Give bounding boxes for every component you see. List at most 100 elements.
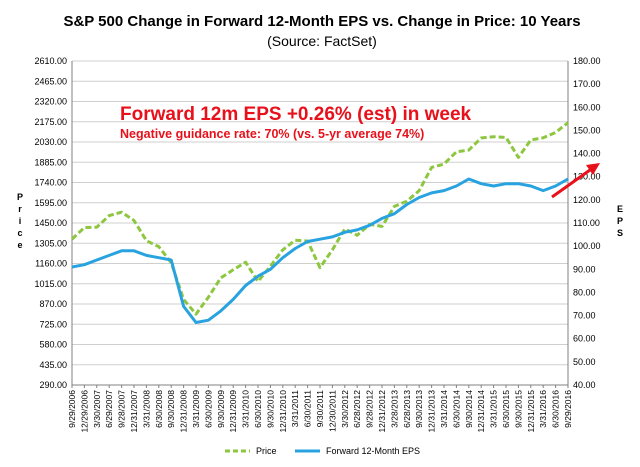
y-tick-label-left: 2320.00 <box>34 97 67 107</box>
y-tick-label-left: 1595.00 <box>34 198 67 208</box>
x-tick-label: 9/30/2011 <box>315 390 325 427</box>
y-tick-label-left: 1015.00 <box>34 279 67 289</box>
y-tick-label-right: 110.00 <box>573 218 600 228</box>
x-tick-label: 3/31/2016 <box>538 390 548 428</box>
y-tick-label-right: 40.00 <box>573 380 596 390</box>
x-tick-label: 3/28/2013 <box>389 390 399 428</box>
left-axis-ticks: 2610.00 2465.00 2320.00 2175.00 2030.00 1885.… <box>34 56 67 390</box>
x-tick-label: 3/31/2011 <box>290 390 300 427</box>
x-tick-label: 3/31/2015 <box>489 390 499 428</box>
series-line-eps <box>71 177 569 324</box>
right-axis-ticks: 180.00 170.00 160.00 150.00 140.00 130.00 120.… <box>573 56 601 390</box>
y-axis-left-label-char: r <box>18 204 22 214</box>
y-tick-label-left: 1885.00 <box>34 157 67 167</box>
legend-label-price: Price <box>256 446 277 456</box>
x-tick-label: 6/30/2014 <box>451 390 461 428</box>
x-tick-label: 6/30/2010 <box>253 390 263 428</box>
y-tick-label-left: 580.00 <box>39 340 67 350</box>
x-tick-label: 9/29/2006 <box>67 390 77 428</box>
x-tick-label: 12/31/2007 <box>129 390 139 433</box>
y-tick-label-left: 290.00 <box>39 380 67 390</box>
y-tick-label-right: 90.00 <box>573 264 596 274</box>
y-tick-label-right: 170.00 <box>573 79 601 89</box>
y-axis-left-label-char: e <box>17 240 22 250</box>
y-tick-label-right: 80.00 <box>573 287 596 297</box>
x-tick-label: 6/30/2011 <box>303 390 313 427</box>
x-tick-label: 9/30/2014 <box>464 390 474 428</box>
x-tick-label: 12/31/2013 <box>427 390 437 433</box>
y-tick-label-right: 140.00 <box>573 149 601 159</box>
x-tick-label: 6/28/2013 <box>402 390 412 428</box>
y-axis-left-label-char: c <box>17 228 22 238</box>
x-tick-label: 3/31/2008 <box>141 390 151 428</box>
annotation-headline: Forward 12m EPS +0.26% (est) in week <box>120 104 472 125</box>
y-axis-right-label-char: P <box>617 216 623 226</box>
y-axis-left-label: Price <box>17 192 23 250</box>
y-tick-label-left: 1450.00 <box>34 218 67 228</box>
arrow-head <box>586 163 600 175</box>
y-tick-label-right: 60.00 <box>573 334 596 344</box>
y-tick-label-left: 1305.00 <box>34 238 67 248</box>
x-tick-label: 6/30/2009 <box>203 390 213 428</box>
annotation-subline: Negative guidance rate: 70% (vs. 5-yr av… <box>120 127 424 141</box>
y-tick-label-right: 160.00 <box>573 102 601 112</box>
x-tick-label: 9/30/2009 <box>216 390 226 428</box>
x-tick-label: 6/30/2016 <box>551 390 561 428</box>
chart-title: S&P 500 Change in Forward 12-Month EPS v… <box>63 13 580 30</box>
y-tick-label-left: 870.00 <box>39 299 67 309</box>
y-axis-right-label-char: E <box>617 204 623 214</box>
y-tick-label-left: 2030.00 <box>34 137 67 147</box>
x-tick-label: 9/30/2008 <box>166 390 176 428</box>
x-tick-label: 12/30/2011 <box>327 390 337 432</box>
arrow-shaft <box>551 168 591 199</box>
chart-subtitle: (Source: FactSet) <box>267 33 377 49</box>
y-tick-label-left: 725.00 <box>39 319 67 329</box>
x-tick-label: 9/30/2013 <box>414 390 424 428</box>
series-layer <box>70 121 569 324</box>
x-axis-ticks: 9/29/2006 12/29/2006 3/30/2007 6/29/2007 9/2… <box>67 385 573 433</box>
y-tick-label-left: 2465.00 <box>34 76 67 86</box>
y-tick-label-right: 100.00 <box>573 241 601 251</box>
x-tick-label: 12/31/2015 <box>526 390 536 433</box>
legend-label-eps: Forward 12-Month EPS <box>326 446 420 456</box>
x-tick-label: 3/31/2014 <box>439 390 449 428</box>
y-axis-left-label-char: i <box>19 216 22 226</box>
x-tick-label: 3/30/2007 <box>92 390 102 428</box>
x-tick-label: 9/28/2012 <box>365 390 375 428</box>
x-tick-label: 6/29/2007 <box>104 390 114 428</box>
y-axis-right-label-char: S <box>617 228 623 238</box>
y-axis-right-label: EPS <box>617 204 623 238</box>
y-tick-label-right: 130.00 <box>573 172 601 182</box>
y-axis-left-label-char: P <box>17 192 23 202</box>
x-tick-label: 9/28/2007 <box>117 390 127 428</box>
x-tick-label: 3/31/2009 <box>191 390 201 428</box>
series-line-price <box>70 121 569 316</box>
x-tick-label: 12/29/2006 <box>79 390 89 433</box>
y-tick-label-right: 150.00 <box>573 125 601 135</box>
x-tick-label: 6/30/2015 <box>501 390 511 428</box>
x-tick-label: 12/31/2012 <box>377 390 387 433</box>
y-tick-label-left: 1160.00 <box>35 259 67 269</box>
y-tick-label-right: 120.00 <box>573 195 601 205</box>
y-tick-label-right: 50.00 <box>573 357 596 367</box>
y-tick-label-left: 2175.00 <box>34 117 67 127</box>
x-tick-label: 9/30/2010 <box>265 390 275 428</box>
x-tick-label: 9/29/2016 <box>563 390 573 428</box>
x-tick-label: 12/31/2014 <box>476 390 486 433</box>
y-tick-label-left: 435.00 <box>39 360 67 370</box>
x-tick-label: 3/30/2012 <box>340 390 350 428</box>
red-arrow-annotation <box>551 163 600 199</box>
legend: Price Forward 12-Month EPS <box>225 446 420 456</box>
y-tick-label-right: 180.00 <box>573 56 601 66</box>
x-tick-label: 6/30/2008 <box>154 390 164 428</box>
x-tick-label: 12/31/2008 <box>179 390 189 433</box>
y-tick-label-left: 2610.00 <box>34 56 67 66</box>
y-tick-label-left: 1740.00 <box>34 178 67 188</box>
x-tick-label: 3/31/2010 <box>241 390 251 428</box>
y-tick-label-right: 70.00 <box>573 311 596 321</box>
x-tick-label: 12/31/2009 <box>228 390 238 433</box>
x-tick-label: 6/28/2012 <box>352 390 362 428</box>
x-tick-label: 12/31/2010 <box>278 390 288 433</box>
